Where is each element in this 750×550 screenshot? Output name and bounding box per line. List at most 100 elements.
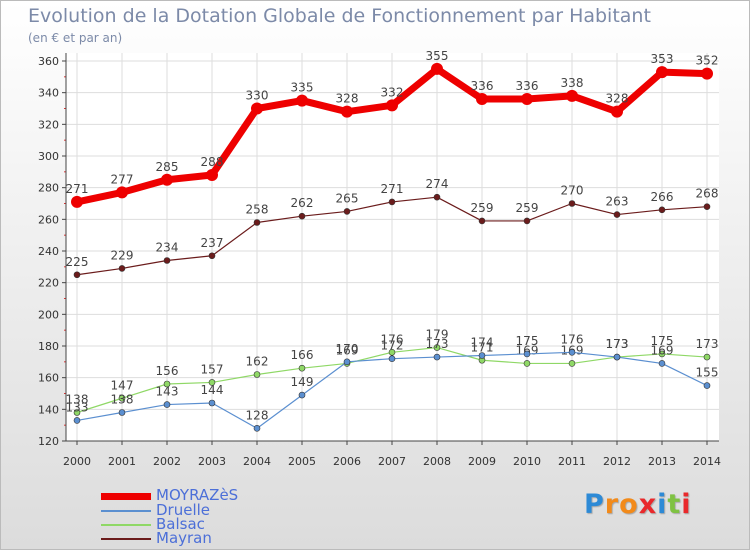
data-label-moyrazes: 336	[516, 79, 539, 93]
data-point-mayran	[433, 193, 441, 201]
data-label-mayran: 259	[516, 201, 539, 215]
data-point-druelle	[343, 358, 351, 366]
data-label-druelle: 174	[471, 336, 494, 350]
data-label-balsac: 176	[381, 332, 404, 346]
legend-swatch-mayran	[101, 538, 151, 540]
y-tick-label: 240	[38, 245, 59, 258]
data-point-moyrazes	[521, 93, 533, 105]
data-label-druelle: 128	[246, 408, 269, 422]
data-label-mayran: 274	[426, 177, 449, 191]
x-tick-label: 2003	[198, 455, 226, 468]
data-label-balsac: 173	[696, 337, 719, 351]
legend-label-druelle: Druelle	[156, 501, 211, 519]
data-label-druelle: 133	[66, 400, 89, 414]
x-tick-label: 2001	[108, 455, 136, 468]
y-tick-label: 260	[38, 213, 59, 226]
x-tick-label: 2009	[468, 455, 496, 468]
data-label-mayran: 237	[201, 236, 224, 250]
data-label-balsac: 166	[291, 348, 314, 362]
data-label-balsac: 179	[426, 328, 449, 342]
legend-swatch-druelle	[101, 510, 151, 512]
data-label-balsac: 138	[66, 393, 89, 407]
data-point-balsac	[658, 350, 666, 358]
data-point-druelle	[253, 425, 261, 432]
data-label-mayran: 266	[651, 190, 674, 204]
y-tick-label: 220	[38, 277, 59, 290]
x-tick-label: 2012	[603, 455, 631, 468]
data-point-balsac	[298, 364, 306, 372]
data-point-druelle	[163, 401, 171, 408]
data-point-mayran	[118, 265, 126, 272]
logo-letter: x	[638, 489, 658, 520]
data-point-druelle	[478, 352, 486, 359]
logo-letter: i	[657, 489, 668, 520]
x-tick-label: 2008	[423, 455, 451, 468]
y-tick-label: 280	[38, 182, 59, 195]
data-point-druelle	[73, 417, 81, 424]
data-label-mayran: 265	[336, 191, 359, 205]
data-label-mayran: 229	[111, 248, 134, 262]
data-point-balsac	[253, 371, 261, 378]
data-label-balsac: 175	[651, 334, 674, 348]
x-tick-label: 2004	[243, 455, 271, 468]
data-label-mayran: 258	[246, 203, 269, 217]
logo-letter: P	[584, 489, 605, 520]
data-point-druelle	[118, 409, 126, 416]
data-point-mayran	[478, 217, 486, 225]
logo-letter: r	[604, 489, 620, 520]
data-label-moyrazes: 330	[246, 89, 269, 103]
data-point-balsac	[208, 379, 216, 386]
data-label-balsac: 171	[471, 340, 494, 354]
data-label-moyrazes: 277	[111, 172, 134, 186]
x-tick-label: 2014	[693, 455, 721, 468]
data-point-mayran	[568, 200, 576, 207]
data-label-moyrazes: 353	[651, 52, 674, 66]
data-point-druelle	[568, 349, 576, 356]
data-label-druelle: 143	[156, 385, 179, 399]
legend-label-moyrazes: MOYRAZèS	[156, 486, 239, 504]
data-label-druelle: 138	[111, 393, 134, 407]
legend-swatch-balsac	[101, 524, 151, 526]
data-label-moyrazes: 271	[66, 182, 89, 196]
data-label-balsac: 173	[606, 337, 629, 351]
data-label-moyrazes: 338	[561, 76, 584, 90]
x-tick-label: 2007	[378, 455, 406, 468]
data-point-mayran	[658, 206, 666, 214]
data-label-moyrazes: 332	[381, 85, 404, 99]
data-label-druelle: 149	[291, 375, 314, 389]
y-tick-label: 200	[38, 308, 59, 321]
data-label-druelle: 155	[696, 366, 719, 380]
data-label-moyrazes: 352	[696, 54, 719, 68]
data-point-druelle	[433, 353, 441, 361]
data-point-moyrazes	[566, 89, 578, 102]
data-point-balsac	[163, 380, 171, 388]
data-point-mayran	[298, 212, 306, 220]
y-tick-label: 340	[38, 87, 59, 100]
data-point-mayran	[73, 271, 81, 279]
data-label-moyrazes: 336	[471, 79, 494, 93]
data-point-druelle	[208, 399, 216, 407]
data-label-druelle: 173	[606, 337, 629, 351]
data-label-balsac: 162	[246, 355, 269, 369]
y-tick-label: 180	[38, 340, 59, 353]
y-tick-label: 120	[38, 435, 59, 448]
data-label-mayran: 268	[696, 187, 719, 201]
data-point-mayran	[388, 198, 396, 206]
data-point-druelle	[388, 355, 396, 362]
data-point-mayran	[343, 208, 351, 215]
data-point-mayran	[703, 203, 711, 210]
data-label-balsac: 147	[111, 378, 134, 392]
data-label-balsac: 156	[156, 364, 179, 378]
chart-subtitle: (en € et par an)	[28, 31, 123, 45]
data-label-moyrazes: 335	[291, 81, 314, 95]
data-point-mayran	[208, 252, 216, 260]
y-tick-label: 140	[38, 403, 59, 416]
data-label-balsac: 157	[201, 362, 224, 376]
data-point-moyrazes	[206, 169, 218, 181]
proxiti-logo: Proxiti	[584, 489, 692, 520]
data-point-moyrazes	[341, 105, 353, 118]
data-point-moyrazes	[161, 173, 173, 186]
data-point-moyrazes	[116, 186, 128, 199]
